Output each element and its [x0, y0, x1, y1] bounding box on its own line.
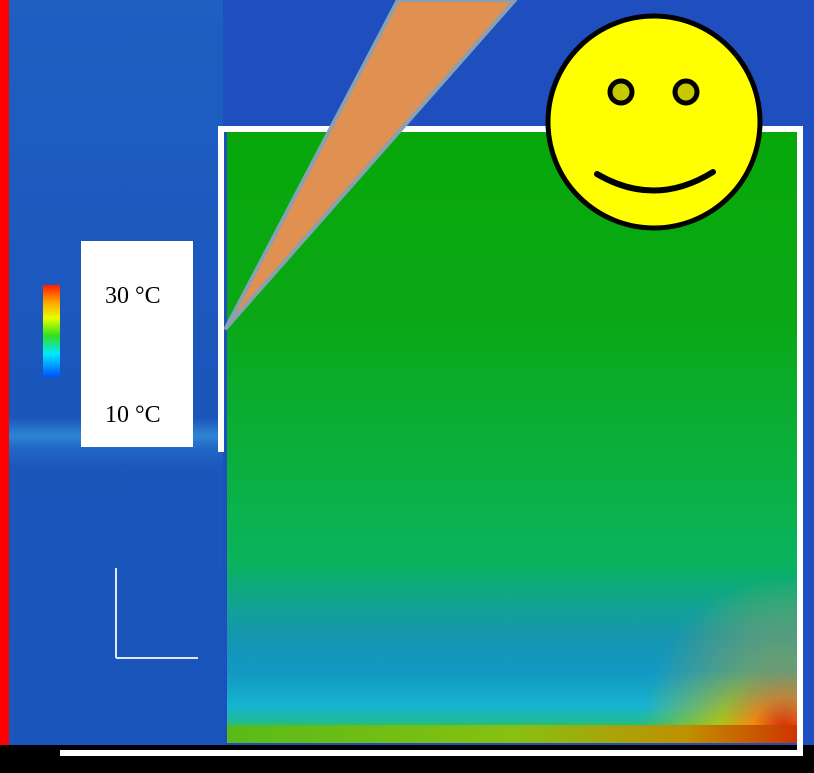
smiley-left-eye	[607, 78, 635, 106]
smiley-right-eye	[672, 78, 700, 106]
frame-right-edge	[797, 126, 803, 756]
frame-left-edge	[218, 126, 224, 452]
color-scale-bar	[43, 285, 60, 377]
smiley-icon	[545, 13, 763, 231]
legend-box	[81, 241, 193, 447]
red-edge-strip	[0, 0, 9, 745]
axis-triad	[115, 568, 198, 659]
frame-bottom-edge	[60, 750, 803, 756]
smiley-face	[545, 13, 763, 231]
frame-top-edge	[218, 126, 803, 132]
probe-shape	[224, 0, 517, 330]
legend-label-high: 30 °C	[105, 283, 161, 309]
smiley-mouth	[594, 169, 716, 194]
legend-label-low: 10 °C	[105, 402, 161, 428]
cool-air-layer	[227, 560, 802, 730]
